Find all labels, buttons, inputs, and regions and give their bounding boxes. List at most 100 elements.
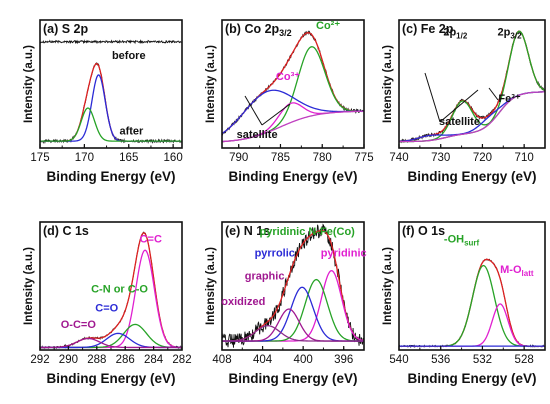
x-axis-title: Binding Energy (eV) [407,371,536,386]
y-axis-title: Intensity (a.u.) [23,247,35,325]
annotation-label: C-N or C-O [91,283,148,295]
annotation-label: Co³⁺ [276,71,300,83]
plot-area [222,223,364,348]
satellite-pointer-line [244,95,263,126]
x-axis-title: Binding Energy (eV) [46,371,175,386]
x-tick-label: 790 [229,152,248,164]
panel-f: 540 536 532 528 Binding Energy (eV) Intensity… [382,221,546,386]
series-pyridinic-nfe-component [222,278,364,342]
annotation-label: -OHsurf [444,233,480,247]
x-tick-label: 284 [144,354,164,366]
x-tick-label: 282 [172,354,191,366]
panel-title: Co 2p [244,22,279,36]
x-axis-title: Binding Energy (eV) [46,169,175,184]
annotation-label: 2p3/2 [498,26,523,40]
panel-title-subscript: 3/2 [279,28,292,38]
panel-tag: (e) N 1s [225,224,270,238]
annotation-subscript: latt [522,269,534,278]
panel-e: 408 404 400 396 Binding Energy (eV) Intensity… [205,221,367,386]
x-tick-label: 780 [313,152,332,164]
satellite-pointer-line [424,72,441,123]
series-mo-component [399,303,545,347]
x-tick-label: 404 [253,354,273,366]
plot-frame [221,19,365,149]
series-raw-spectrum [222,223,364,348]
panel-title: N 1s [244,224,270,238]
panel-title: C 1s [62,224,88,238]
plot-area [40,231,182,350]
x-axis-title: Binding Energy (eV) [228,371,357,386]
y-axis-title: Intensity (a.u.) [23,45,35,123]
annotation-label: M-Olatt [500,264,534,278]
x-tick-label: 540 [389,354,408,366]
annotation-subscript: 1/2 [456,31,468,40]
x-tick-label: 290 [59,354,78,366]
x-tick-label: 288 [87,354,106,366]
y-axis-title: Intensity (a.u.) [382,247,394,325]
panel-tag: (b) Co 2p3/2 [225,22,292,38]
x-axis-title: Binding Energy (eV) [407,169,536,184]
series-oxidized-component [222,325,364,342]
fe3-pointer-line [488,87,499,101]
annotation-label: O-C=O [61,319,97,331]
annotation-label: after [119,125,144,137]
x-tick-label: 292 [30,354,49,366]
x-tick-label: 286 [116,354,135,366]
plot-frame [398,19,546,149]
annotation-label: 2p1/2 [443,26,468,40]
panel-title: Fe 2p [421,22,454,36]
x-tick-label: 785 [271,152,290,164]
panel-b: 790 785 780 775 Binding Energy (eV) Intensity… [205,19,374,184]
x-tick-label: 170 [75,152,94,164]
x-tick-label: 710 [515,152,534,164]
panel-a: 175 170 165 160 Binding Energy (eV) Intensity… [23,19,183,184]
panel-tag: (c) Fe 2p [402,22,454,36]
annotation-label: C=O [95,303,118,315]
series-background [222,110,364,143]
plot-frame [221,221,365,351]
plot-area [40,39,182,144]
x-tick-label: 536 [431,354,450,366]
annotation-subscript: 3/2 [510,31,522,40]
x-tick-label: 730 [431,152,450,164]
plot-area [399,258,545,349]
x-tick-label: 775 [354,152,373,164]
x-tick-label: 408 [212,354,231,366]
annotation-label: satellite [439,116,480,128]
annotation-label: C=C [140,233,162,245]
series-graphitic-component [222,308,364,342]
panel-tag: (d) C 1s [43,224,89,238]
x-tick-label: 175 [30,152,49,164]
x-tick-label: 740 [389,152,408,164]
series-background [399,91,545,143]
series-co2-component [222,46,364,143]
annotation-label: pyridinic [321,248,367,260]
annotation-subscript: surf [464,238,479,247]
series-s2p1-component [40,107,182,142]
plot-frame [39,19,183,149]
x-tick-label: 528 [515,354,534,366]
y-axis-title: Intensity (a.u.) [205,45,217,123]
series-s2p3-component [40,74,182,142]
x-tick-label: 532 [473,354,492,366]
annotation-label: Co²⁺ [316,20,340,32]
x-tick-label: 720 [473,152,492,164]
x-tick-label: 396 [334,354,353,366]
annotation-label: graphic [245,271,285,283]
x-tick-label: 160 [164,152,183,164]
y-axis-title: Intensity (a.u.) [382,45,394,123]
y-axis-title: Intensity (a.u.) [205,247,217,325]
plot-area [399,30,545,144]
annotation-label: oxidized [221,296,265,308]
panel-tag: (f) O 1s [402,224,445,238]
plot-frame [398,221,546,351]
annotation-label: Fe³⁺ [498,93,521,105]
series-before-spectrum [40,39,182,45]
satellite-pointer-line [439,89,479,123]
annotation-label: satellite [237,129,278,141]
plot-area [222,30,364,143]
x-axis-title: Binding Energy (eV) [228,169,357,184]
series-oco-component [40,337,182,349]
annotation-label: pyrrolic [255,248,295,260]
